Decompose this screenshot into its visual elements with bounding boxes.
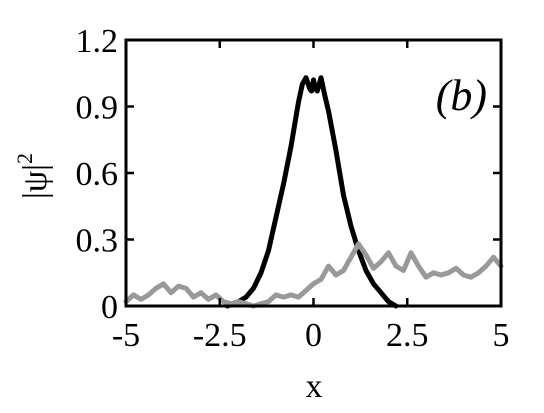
tick-labels: -5 -2.5 0 2.5 5 0 0.3 0.6 0.9 1.2 bbox=[76, 23, 510, 354]
y-tick-label-1: 0.3 bbox=[76, 223, 119, 260]
x-tick-label-1: -2.5 bbox=[193, 317, 247, 354]
x-tick-label-2: 0 bbox=[305, 317, 322, 354]
y-tick-label-4: 1.2 bbox=[76, 23, 119, 60]
series-line-2 bbox=[123, 241, 504, 309]
x-tick-label-0: -5 bbox=[112, 317, 140, 354]
ticks bbox=[124, 38, 503, 308]
panel-label: (b) bbox=[436, 71, 487, 120]
y-axis-title: |ψ|2 bbox=[12, 153, 54, 199]
y-tick-label-2: 0.6 bbox=[76, 156, 119, 193]
x-axis-title: x bbox=[306, 368, 323, 405]
x-tick-label-4: 5 bbox=[493, 317, 510, 354]
y-axis-title-sup: 2 bbox=[12, 153, 37, 164]
y-tick-label-3: 0.9 bbox=[76, 90, 119, 127]
plot-lines bbox=[123, 75, 504, 309]
y-tick-label-0: 0 bbox=[101, 289, 118, 326]
x-tick-label-3: 2.5 bbox=[386, 317, 429, 354]
y-axis-title-base: |ψ| bbox=[17, 164, 54, 199]
series-line-1 bbox=[224, 75, 399, 309]
